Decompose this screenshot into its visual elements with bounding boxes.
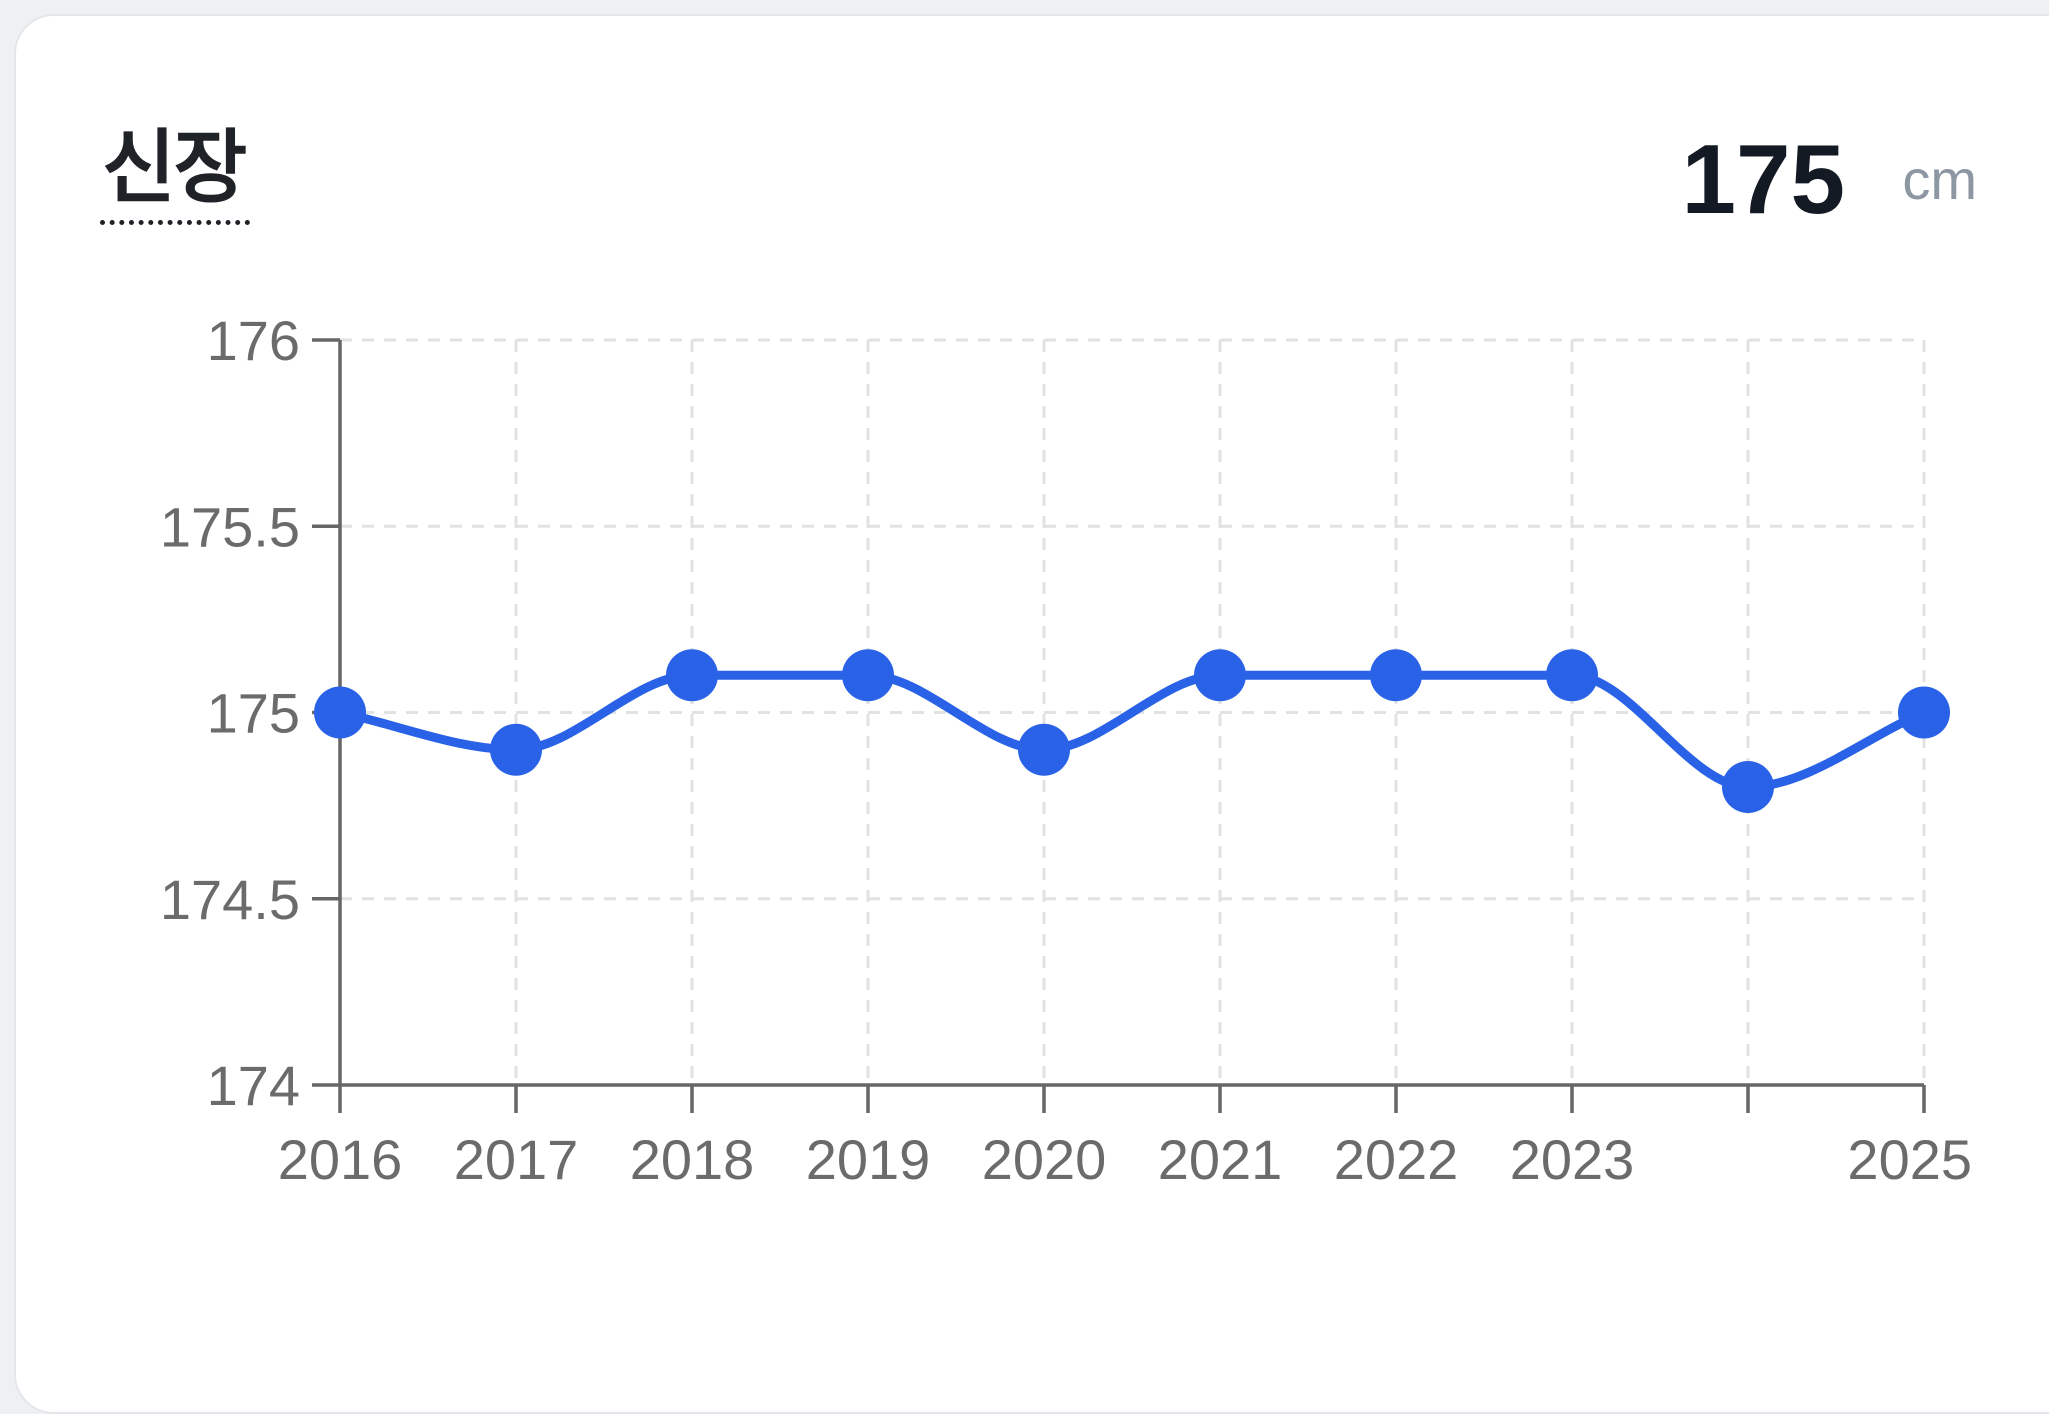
- data-point: [666, 649, 718, 702]
- data-point: [842, 649, 894, 702]
- data-point: [1194, 649, 1246, 702]
- height-line-chart: 174 174.5 175 175.5 176 2016 2017 2018 2019 2020 2…: [160, 309, 1972, 1191]
- data-points: [314, 649, 1950, 813]
- data-point: [1370, 649, 1422, 702]
- title-dotted-underline: [100, 220, 250, 225]
- series-line-group: [335, 670, 1929, 792]
- axes: 174 174.5 175 175.5 176 2016 2017 2018 2019 2020 2…: [160, 309, 1972, 1191]
- y-tick-label: 175.5: [160, 495, 300, 558]
- data-point: [1546, 649, 1598, 702]
- data-point: [490, 723, 542, 776]
- x-tick-label: 2021: [1158, 1128, 1283, 1191]
- data-point: [314, 686, 366, 739]
- x-tick-label: 2020: [982, 1128, 1107, 1191]
- data-point: [1018, 723, 1070, 776]
- y-tick-label: 174.5: [160, 868, 300, 931]
- x-tick-label: 2022: [1334, 1128, 1459, 1191]
- x-tick-label: 2018: [630, 1128, 755, 1191]
- x-tick-label: 2016: [278, 1128, 403, 1191]
- y-tick-label: 175: [207, 682, 300, 745]
- x-tick-label: 2017: [454, 1128, 579, 1191]
- data-point: [1898, 686, 1950, 739]
- card-title[interactable]: 신장: [102, 121, 247, 214]
- series-line: [335, 670, 1929, 792]
- y-tick-label: 174: [207, 1054, 300, 1117]
- current-value: 175: [1681, 124, 1845, 234]
- x-tick-label: 2025: [1847, 1128, 1972, 1191]
- data-point: [1722, 761, 1774, 813]
- y-tick-label: 176: [207, 309, 300, 372]
- x-tick-label: 2023: [1510, 1128, 1635, 1191]
- value-unit: cm: [1902, 148, 1977, 211]
- x-tick-label: 2019: [806, 1128, 931, 1191]
